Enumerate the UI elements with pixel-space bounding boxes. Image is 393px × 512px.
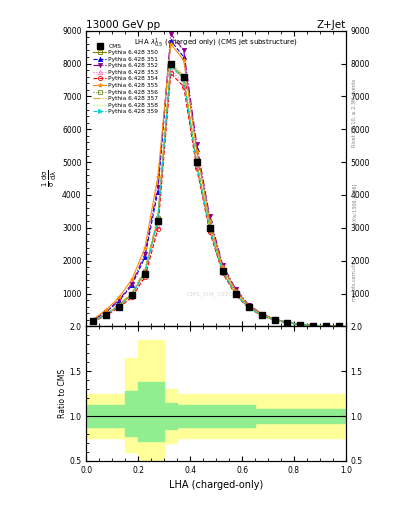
Text: 13000 GeV pp: 13000 GeV pp (86, 20, 161, 30)
Text: [arXiv:1306.3436]: [arXiv:1306.3436] (352, 183, 357, 227)
Text: LHA $\lambda^{1}_{0.5}$ (charged only) (CMS jet substructure): LHA $\lambda^{1}_{0.5}$ (charged only) (… (134, 37, 298, 50)
Text: CMS_SIM_1920187: CMS_SIM_1920187 (187, 291, 245, 297)
Text: Rivet 3.1.10, ≥ 2.3M events: Rivet 3.1.10, ≥ 2.3M events (352, 78, 357, 147)
Y-axis label: $\mathdefault{\frac{1}{\sigma}}\,\mathdefault{\frac{d\sigma}{d\lambda}}$: $\mathdefault{\frac{1}{\sigma}}\,\mathde… (41, 169, 59, 187)
X-axis label: LHA (charged-only): LHA (charged-only) (169, 480, 263, 490)
Y-axis label: Ratio to CMS: Ratio to CMS (58, 369, 67, 418)
Legend: CMS, Pythia 6.428 350, Pythia 6.428 351, Pythia 6.428 352, Pythia 6.428 353, Pyt: CMS, Pythia 6.428 350, Pythia 6.428 351,… (92, 42, 160, 115)
Text: mcplots.cern.ch: mcplots.cern.ch (352, 262, 357, 301)
Text: Z+Jet: Z+Jet (317, 20, 346, 30)
